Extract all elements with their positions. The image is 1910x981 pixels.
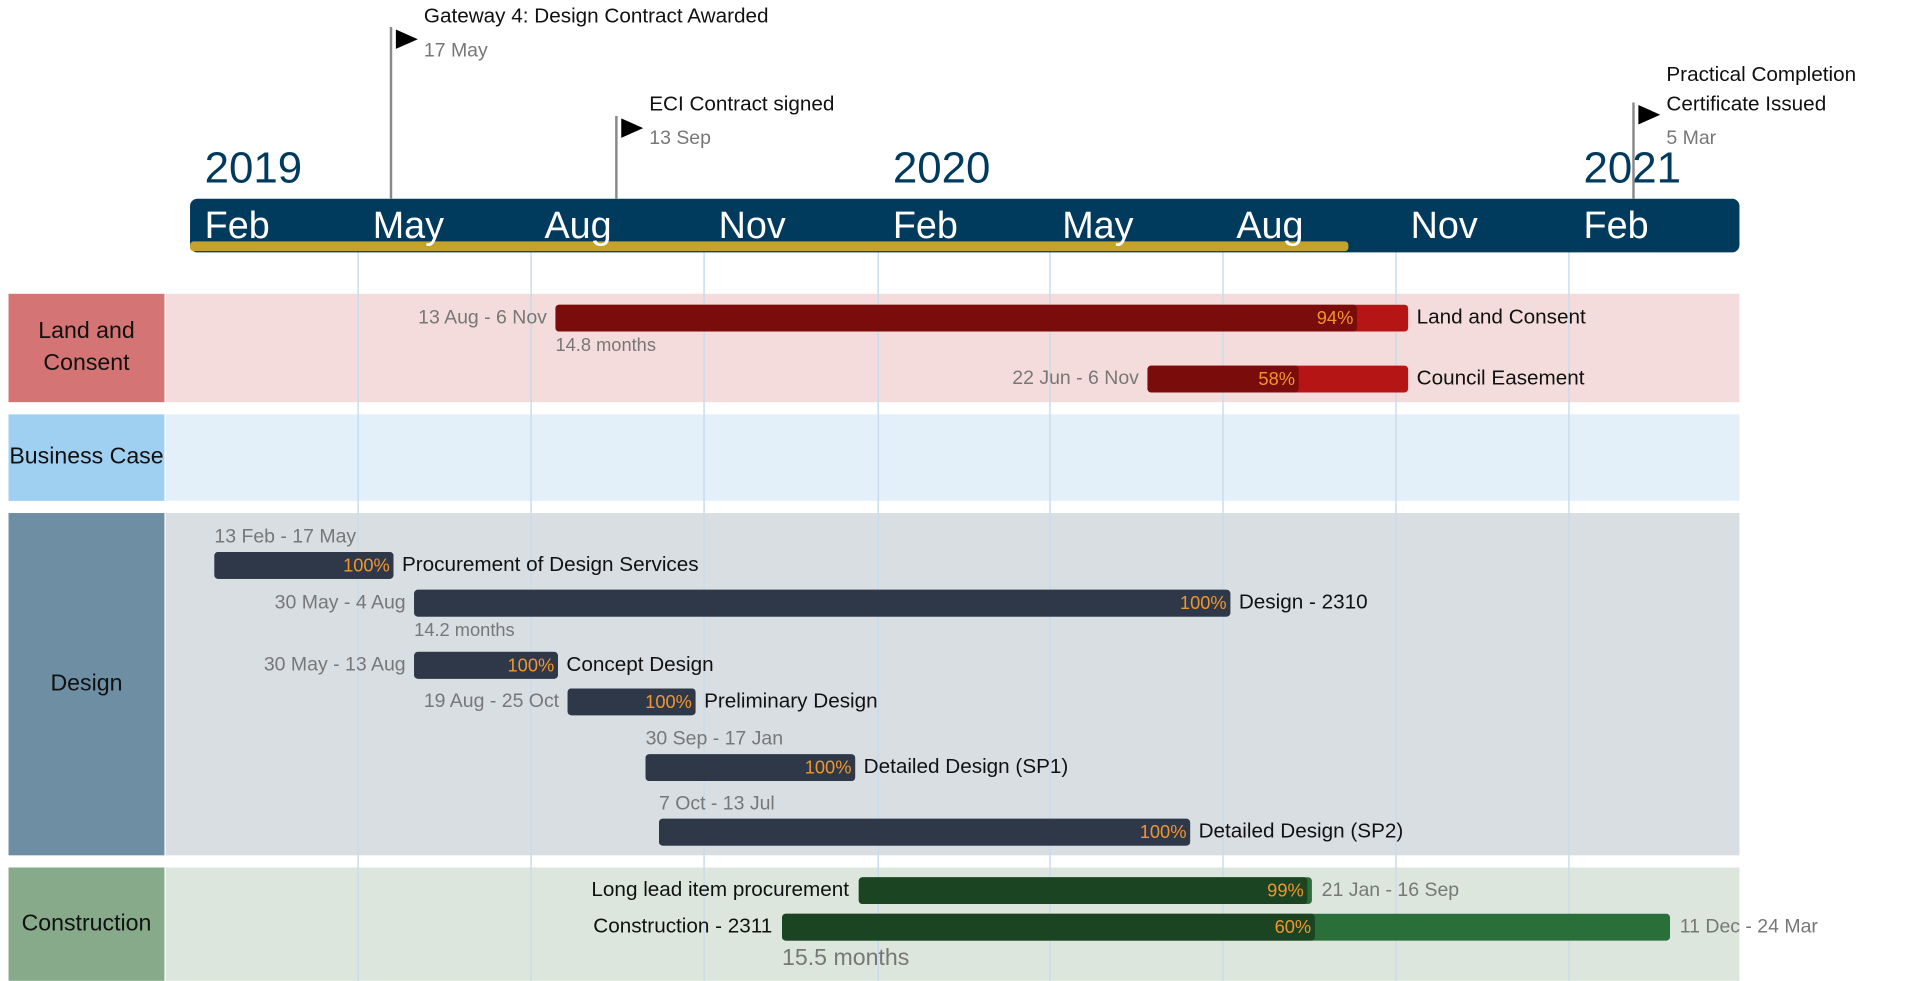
milestone-date: 5 Mar (1666, 127, 1716, 149)
progress-label: 100% (805, 757, 852, 778)
month-label: Nov (1411, 205, 1478, 247)
progress-label: 94% (1317, 307, 1354, 328)
task-name: Council Easement (1417, 367, 1585, 390)
month-label: Aug (1236, 205, 1303, 247)
task-progress (782, 913, 1315, 941)
progress-label: 100% (508, 654, 555, 675)
lane-label-box (8, 293, 165, 403)
task-name: Long lead item procurement (591, 878, 849, 901)
progress-label: 100% (1140, 821, 1187, 842)
task-dates: 13 Feb - 17 May (214, 526, 356, 548)
lane-label: Business Case (9, 443, 163, 469)
task-duration: 15.5 months (782, 944, 909, 970)
task-duration: 14.8 months (555, 334, 656, 355)
lane-label-box (8, 513, 165, 856)
progress-label: 60% (1275, 916, 1312, 937)
milestone-title: ECI Contract signed (649, 92, 834, 115)
task-name: Detailed Design (SP2) (1199, 820, 1404, 843)
task-dates: 21 Jan - 16 Sep (1322, 879, 1460, 901)
milestone-date: 17 May (424, 40, 488, 62)
progress-label: 100% (1180, 592, 1227, 613)
task-dates: 22 Jun - 6 Nov (1012, 367, 1139, 389)
lane-content (165, 414, 1740, 501)
task-dates: 13 Aug - 6 Nov (418, 306, 547, 328)
task-dates: 19 Aug - 25 Oct (424, 690, 560, 712)
progress-label: 58% (1258, 368, 1295, 389)
task-name: Design - 2310 (1239, 591, 1368, 614)
task-dates: 11 Dec - 24 Mar (1680, 915, 1819, 937)
today-bar (190, 241, 1349, 252)
month-label: Feb (893, 205, 958, 247)
task-dates: 7 Oct - 13 Jul (659, 792, 775, 814)
task-progress (214, 552, 394, 579)
task-dates: 30 Sep - 17 Jan (646, 728, 783, 750)
lane-content (165, 513, 1740, 856)
task-name: Construction - 2311 (593, 915, 772, 938)
milestone-title: Gateway 4: Design Contract Awarded (424, 5, 769, 28)
lane-label: Consent (43, 349, 130, 375)
lane-label-box (8, 867, 165, 981)
lane-label: Design (50, 669, 122, 695)
task-progress (1147, 365, 1299, 393)
milestone-flag (395, 29, 418, 49)
milestone-flag (1638, 104, 1661, 125)
task-name: Detailed Design (SP1) (864, 755, 1069, 778)
month-label: Nov (719, 205, 786, 247)
month-label: May (373, 205, 444, 247)
task-name: Concept Design (566, 653, 713, 676)
milestone-title: Practical Completion (1666, 63, 1856, 86)
task-name: Procurement of Design Services (402, 553, 699, 576)
task-name: Land and Consent (1417, 306, 1586, 329)
month-label: Feb (205, 205, 270, 247)
milestone-date: 13 Sep (649, 127, 711, 149)
year-label: 2020 (893, 143, 991, 192)
task-duration: 14.2 months (414, 619, 515, 640)
lane-label: Land and (38, 317, 134, 343)
milestone-flag (621, 118, 644, 138)
task-progress (658, 818, 1191, 846)
task-dates: 30 May - 13 Aug (264, 653, 406, 675)
month-label: May (1062, 205, 1133, 247)
year-label: 2019 (205, 143, 303, 192)
progress-label: 100% (645, 691, 692, 712)
task-progress (414, 589, 1231, 617)
lanes: Land and Consent Business Case Design Constr… (8, 252, 1740, 981)
milestone-title: Certificate Issued (1666, 92, 1826, 115)
month-label: Feb (1584, 205, 1649, 247)
lane-label: Construction (22, 909, 152, 935)
progress-label: 99% (1267, 880, 1304, 901)
task-progress (567, 688, 696, 716)
task-progress (414, 651, 558, 679)
progress-label: 100% (343, 554, 390, 575)
month-label: Aug (544, 205, 611, 247)
task-dates: 30 May - 4 Aug (275, 591, 406, 613)
lane-label-box (8, 414, 165, 501)
task-progress (555, 304, 1357, 332)
task-progress (645, 754, 856, 782)
task-name: Preliminary Design (704, 689, 878, 712)
task-progress (858, 877, 1308, 905)
timescale-bar (190, 198, 1740, 253)
